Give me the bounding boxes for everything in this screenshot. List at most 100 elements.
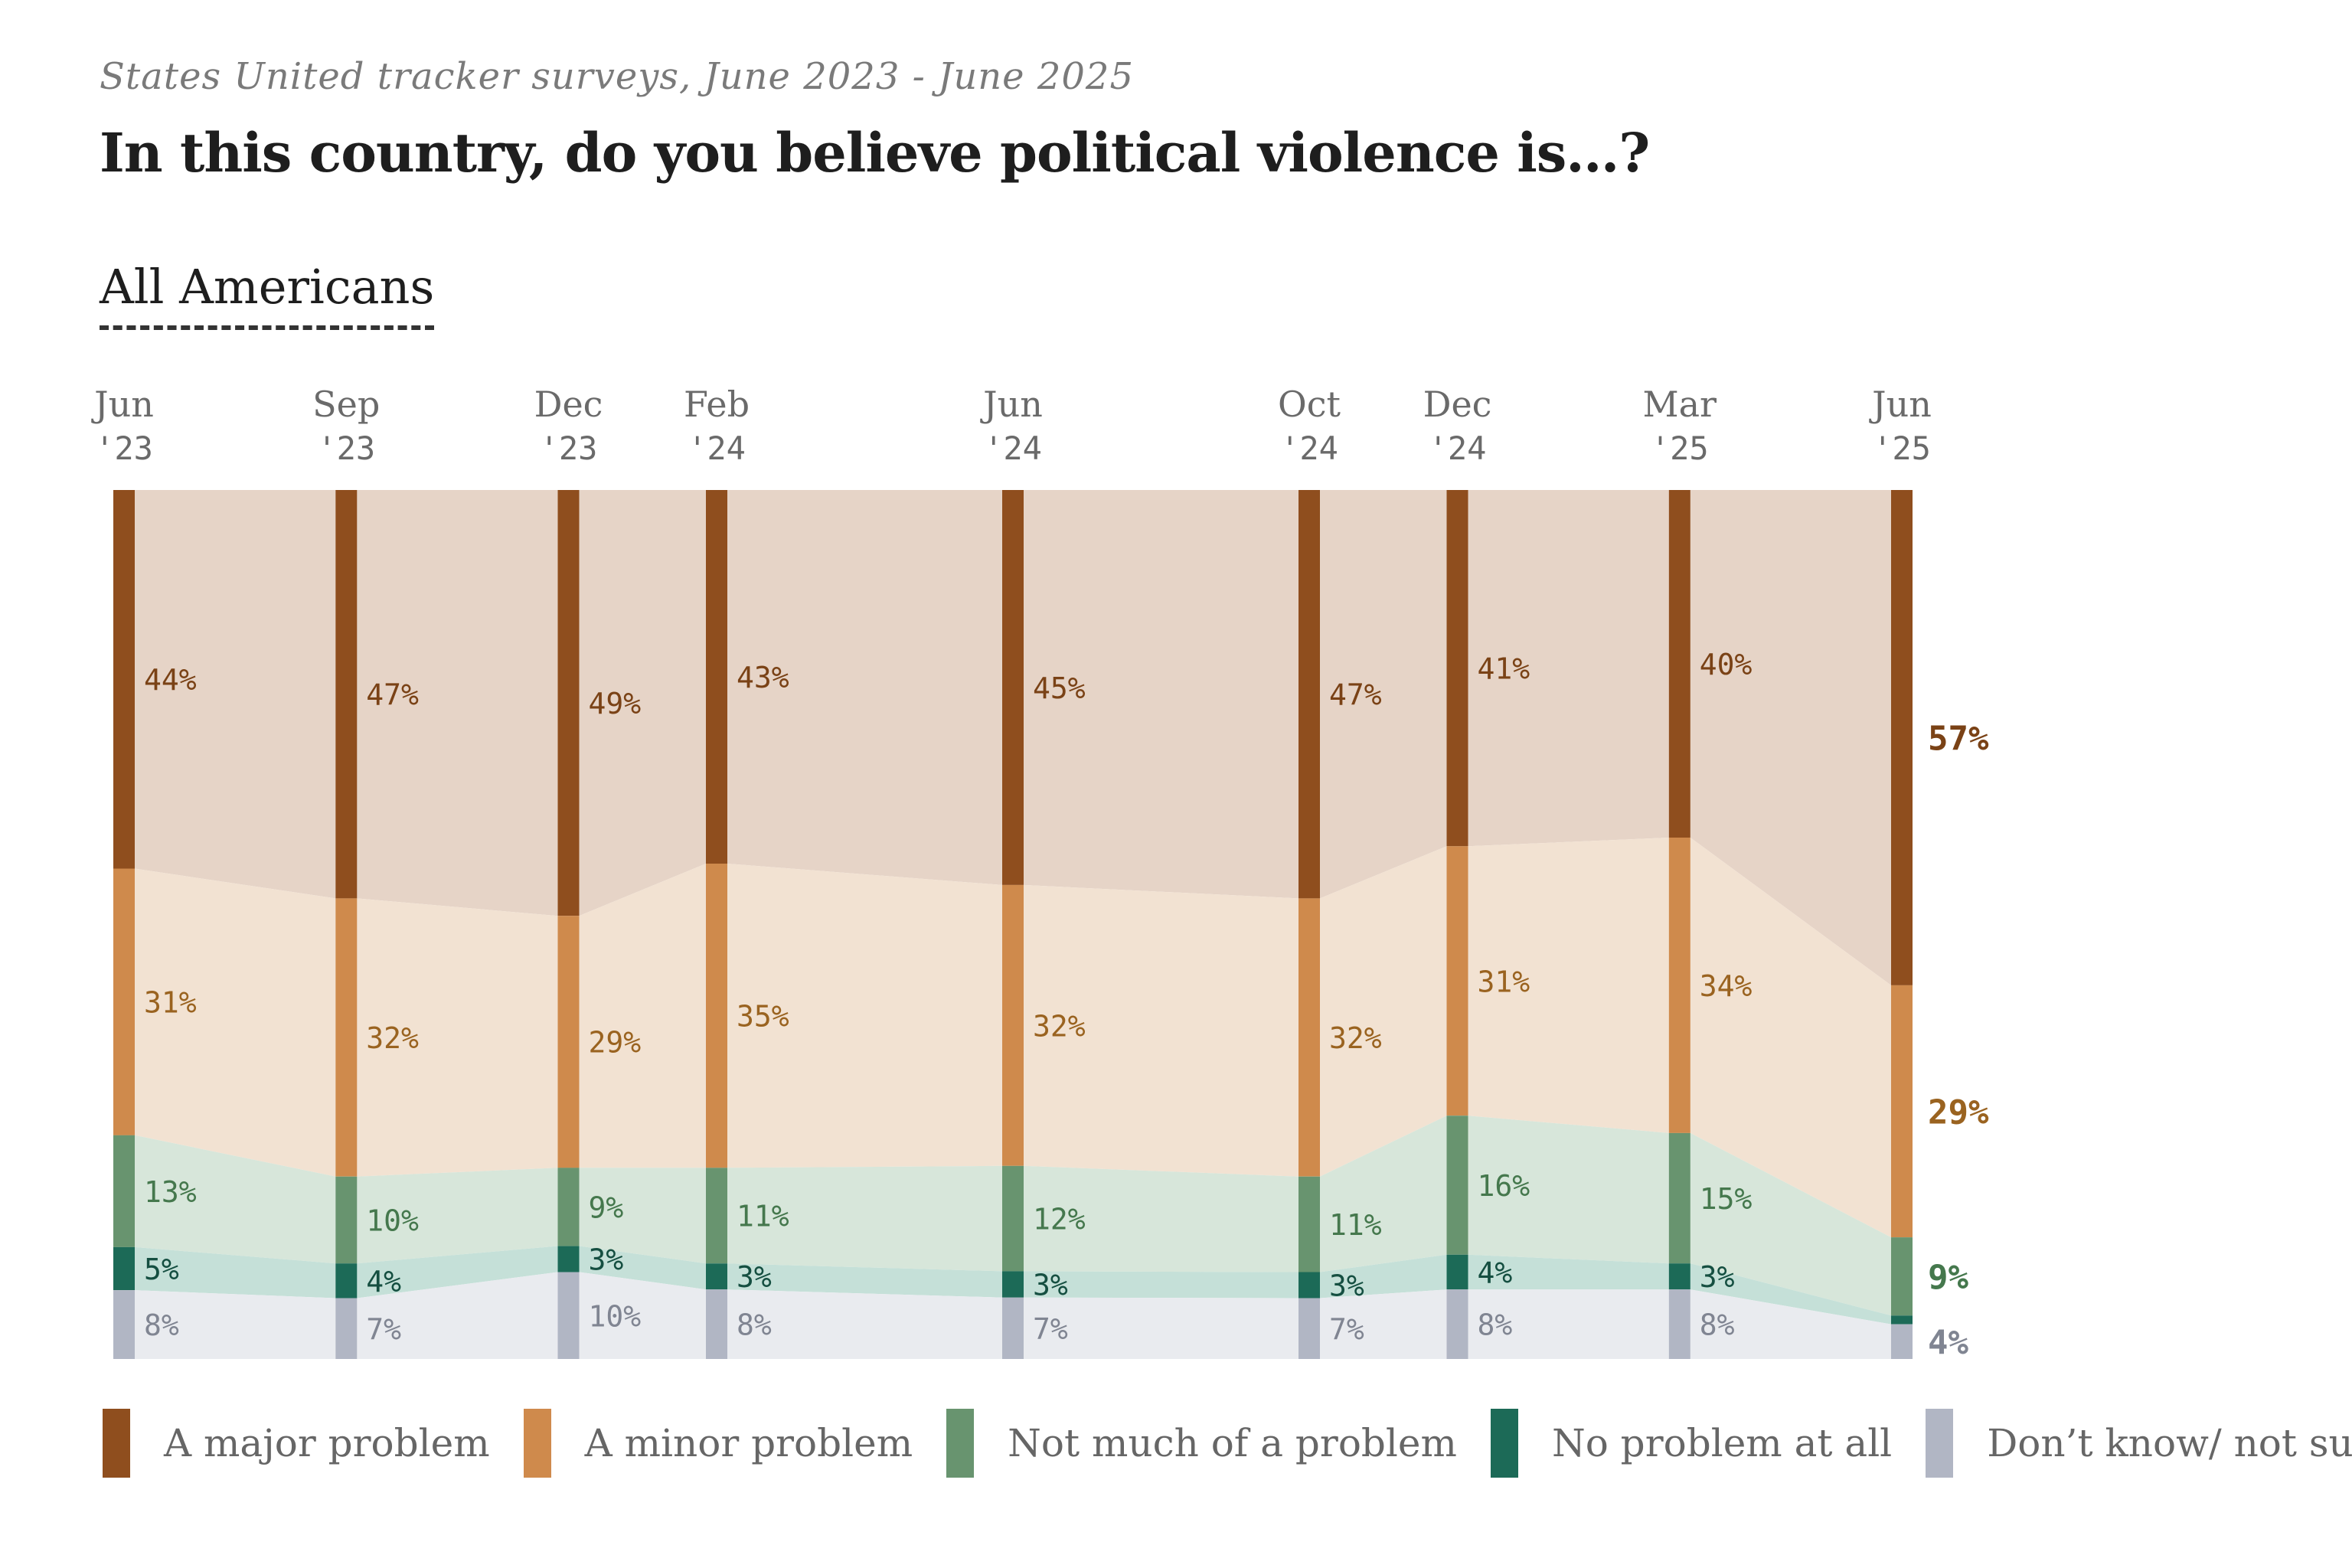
data-label-major: 49%: [589, 687, 642, 720]
bar-segment-major: [335, 490, 358, 899]
band-minor-4: [1024, 884, 1298, 1177]
data-label-minor: 35%: [737, 1000, 789, 1034]
data-label-unsure: 8%: [144, 1308, 179, 1342]
legend-item-major: A major problem: [103, 1409, 490, 1478]
band-unsure-7: [1690, 1289, 1891, 1359]
band-none-7: [1690, 1263, 1891, 1325]
bar-segment-major: [113, 490, 135, 869]
band-minor-0: [135, 868, 336, 1177]
band-major-2: [579, 490, 706, 916]
bar-segment-unsure: [1668, 1289, 1690, 1359]
bar-segment-minor: [1891, 985, 1913, 1238]
data-label-not-much: 9%: [1928, 1258, 1968, 1297]
bar-segment-major: [1298, 490, 1320, 899]
band-minor-2: [579, 864, 706, 1168]
data-label-minor: 29%: [589, 1026, 642, 1060]
band-none-0: [135, 1246, 336, 1298]
legend-swatch-none: [1490, 1409, 1518, 1478]
band-not-much-7: [1690, 1132, 1891, 1316]
legend-item-not-much: Not much of a problem: [946, 1409, 1457, 1478]
legend-label-not-much: Not much of a problem: [1008, 1421, 1457, 1465]
bar-segment-unsure: [335, 1298, 358, 1359]
data-label-major: 44%: [144, 663, 197, 697]
x-tick-month: Jun: [980, 384, 1043, 425]
bar-segment-unsure: [113, 1290, 135, 1359]
x-tick-month: Sep: [312, 384, 380, 425]
data-label-unsure: 4%: [1928, 1323, 1968, 1362]
band-not-much-0: [135, 1135, 336, 1264]
x-tick-month: Jun: [1869, 384, 1932, 425]
band-major-5: [1320, 490, 1447, 899]
band-major-0: [135, 490, 336, 899]
x-tick-year: '24: [984, 430, 1042, 467]
band-unsure-1: [357, 1272, 558, 1359]
bar-segment-none: [113, 1246, 135, 1291]
bar-segment-none: [1446, 1254, 1468, 1290]
x-tick-year: '24: [688, 430, 746, 467]
data-label-not-much: 11%: [737, 1200, 789, 1233]
data-label-major: 41%: [1478, 652, 1530, 686]
chart-title: In this country, do you believe politica…: [100, 121, 1650, 185]
data-label-unsure: 7%: [366, 1312, 401, 1346]
band-none-1: [357, 1246, 558, 1298]
x-tick-year: '24: [1280, 430, 1338, 467]
bar-segment-minor: [1668, 838, 1690, 1133]
data-label-minor: 31%: [1478, 965, 1530, 998]
data-label-unsure: 10%: [589, 1299, 642, 1333]
bar-segment-minor: [1002, 884, 1024, 1166]
bar-segment-major: [1446, 490, 1468, 847]
band-not-much-6: [1468, 1116, 1669, 1264]
data-label-none: 3%: [1033, 1269, 1068, 1302]
legend-swatch-not-much: [946, 1409, 975, 1478]
x-tick-year: '23: [540, 430, 598, 467]
band-major-7: [1690, 490, 1891, 985]
data-label-minor: 29%: [1928, 1093, 1989, 1132]
bar-segment-minor: [706, 864, 727, 1168]
band-none-2: [579, 1246, 706, 1290]
x-tick-year: '23: [317, 430, 375, 467]
bar-segment-minor: [113, 868, 135, 1135]
bar-segment-none: [1002, 1271, 1024, 1298]
data-label-none: 5%: [144, 1253, 179, 1286]
data-label-none: 3%: [1700, 1260, 1735, 1294]
data-label-not-much: 16%: [1478, 1169, 1530, 1203]
data-label-unsure: 7%: [1329, 1312, 1364, 1346]
data-label-major: 47%: [366, 678, 419, 712]
data-label-not-much: 10%: [366, 1204, 419, 1237]
data-label-not-much: 12%: [1033, 1203, 1086, 1236]
bar-segment-none: [557, 1246, 580, 1272]
bar-segment-unsure: [1298, 1298, 1320, 1359]
data-label-minor: 32%: [366, 1021, 419, 1055]
legend-swatch-unsure: [1926, 1409, 1954, 1478]
legend: A major problem A minor problem Not much…: [103, 1409, 2352, 1478]
data-label-major: 45%: [1033, 671, 1086, 705]
band-minor-6: [1468, 838, 1669, 1133]
band-not-much-3: [727, 1165, 1002, 1272]
bar-segment-major: [1002, 490, 1024, 885]
legend-label-major: A major problem: [164, 1421, 490, 1465]
data-label-major: 57%: [1928, 720, 1989, 759]
x-tick-month: Jun: [91, 384, 154, 425]
band-minor-3: [727, 864, 1002, 1168]
band-minor-7: [1690, 838, 1891, 1238]
band-minor-5: [1320, 846, 1447, 1177]
band-none-4: [1024, 1271, 1298, 1298]
tab-all-americans[interactable]: All Americans: [100, 259, 435, 330]
data-label-none: 3%: [589, 1243, 624, 1277]
band-unsure-6: [1468, 1289, 1669, 1359]
data-label-none: 3%: [1329, 1269, 1364, 1303]
bar-segment-not-much: [335, 1176, 358, 1264]
bar-segment-none: [1668, 1263, 1690, 1290]
band-not-much-5: [1320, 1116, 1447, 1272]
legend-label-minor: A minor problem: [584, 1421, 913, 1465]
x-tick-month: Feb: [684, 384, 750, 425]
bar-segment-minor: [1298, 898, 1320, 1177]
data-label-major: 43%: [737, 661, 789, 694]
band-not-much-4: [1024, 1165, 1298, 1272]
data-label-none: 4%: [366, 1265, 401, 1298]
band-unsure-3: [727, 1289, 1002, 1359]
legend-item-minor: A minor problem: [523, 1409, 913, 1478]
data-label-none: 3%: [737, 1260, 772, 1294]
data-label-unsure: 8%: [737, 1308, 772, 1342]
